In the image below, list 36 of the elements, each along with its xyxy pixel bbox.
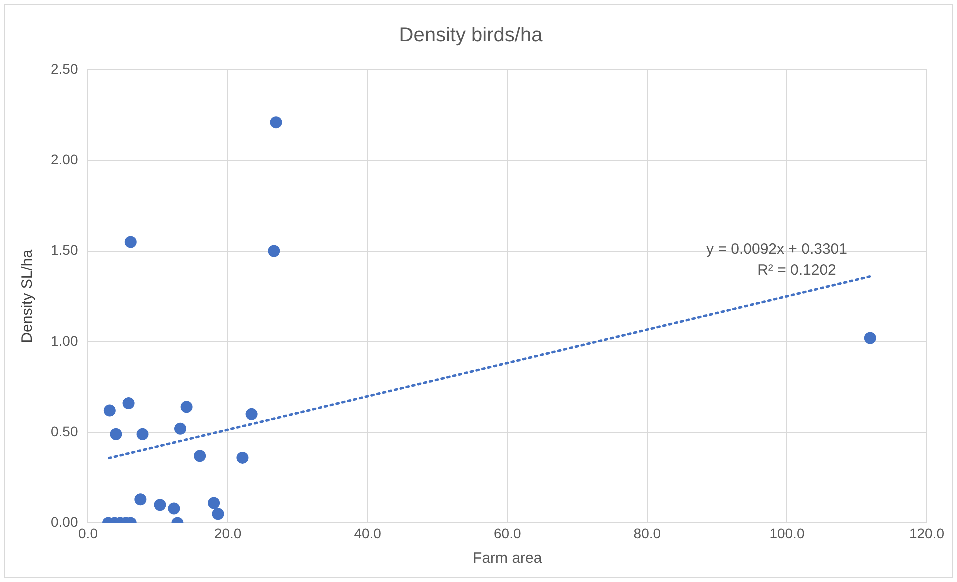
x-tick-label: 0.0	[78, 525, 98, 542]
y-tick-label: 2.00	[51, 152, 78, 168]
point	[168, 502, 180, 515]
point	[136, 428, 149, 440]
point	[212, 508, 224, 520]
y-tick-label: 2.50	[51, 60, 78, 77]
point	[236, 452, 249, 464]
point	[268, 245, 280, 258]
x-tick-label: 120.0	[909, 525, 945, 542]
y-tick-label: 1.00	[51, 332, 78, 349]
x-tick-label: 60.0	[494, 525, 522, 542]
y-tick-label: 1.50	[51, 242, 78, 258]
x-axis-title: Farm area	[473, 550, 543, 568]
chart-title: Density birds/ha	[399, 24, 544, 47]
point	[174, 422, 187, 435]
point	[134, 494, 147, 506]
x-tick-label: 20.0	[214, 525, 242, 542]
point	[864, 332, 876, 344]
point	[180, 401, 193, 414]
annotation: y = 0.0092x + 0.3301	[706, 241, 848, 258]
point	[246, 408, 258, 420]
y-tick-label: 0.50	[51, 423, 78, 440]
annotation: R² = 0.1202	[758, 262, 836, 280]
point	[124, 236, 137, 248]
point	[110, 428, 122, 440]
x-tick-label: 40.0	[354, 525, 382, 542]
x-tick-label: 100.0	[770, 525, 805, 542]
point	[208, 497, 220, 510]
point	[122, 398, 135, 410]
point	[154, 499, 166, 512]
y-tick-label: 0.00	[51, 514, 78, 530]
point	[194, 450, 206, 462]
point	[270, 116, 282, 129]
x-tick-label: 80.0	[634, 525, 662, 542]
point	[104, 404, 116, 417]
y-axis-title: Density SL/ha	[19, 249, 36, 344]
